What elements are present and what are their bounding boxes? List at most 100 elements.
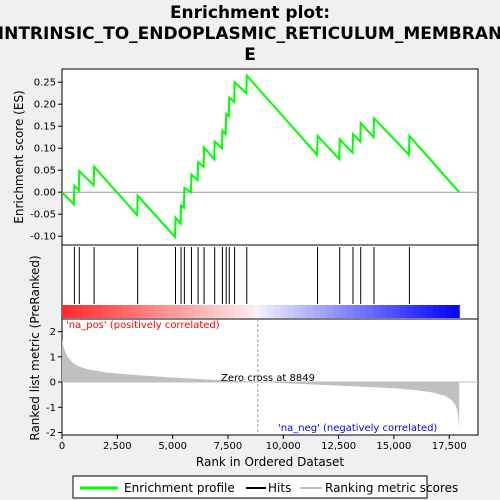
band-segment-15: [161, 305, 169, 318]
band-segment-36: [300, 305, 308, 318]
band-segment-29: [253, 305, 262, 318]
es-tick-label-1: -0.05: [30, 210, 56, 221]
band-segment-24: [220, 305, 229, 318]
x-axis-label: Rank in Ordered Dataset: [196, 455, 344, 469]
chart-title-line-1: Enrichment plot:: [170, 3, 330, 23]
ranking-metric-fill: [62, 340, 460, 429]
band-segment-47: [373, 305, 381, 318]
band-segment-9: [121, 305, 129, 318]
band-segment-32: [273, 305, 282, 318]
es-tick-label-3: 0.05: [34, 166, 56, 177]
legend-enrichment-label: Enrichment profile: [124, 481, 235, 495]
band-segment-44: [353, 305, 361, 318]
band-segment-26: [234, 305, 242, 318]
band-segment-40: [326, 305, 335, 318]
metric-axis-label: Ranked list metric (PreRanked): [28, 255, 42, 440]
chart-title-line-3: E: [244, 45, 256, 65]
band-segment-31: [267, 305, 275, 318]
x-tick-label-2: 5,000: [158, 441, 187, 452]
band-segment-35: [293, 305, 301, 318]
band-segment-59: [452, 305, 460, 318]
metric-tick-label-4: 2: [50, 327, 56, 338]
band-segment-56: [432, 305, 440, 318]
band-segment-30: [260, 305, 268, 318]
chart-title-line-2: INTRINSIC_TO_ENDOPLASMIC_RETICULUM_MEMBR…: [0, 24, 500, 44]
es-tick-label-5: 0.15: [34, 122, 56, 133]
band-segment-52: [406, 305, 414, 318]
x-tick-label-4: 10,000: [266, 441, 301, 452]
x-tick-label-0: 0: [59, 441, 65, 452]
rank-color-band: [62, 305, 460, 318]
enrichment-profile-line: [61, 73, 460, 240]
es-tick-label-2: 0.00: [34, 188, 56, 199]
band-segment-42: [340, 305, 348, 318]
band-segment-45: [359, 305, 368, 318]
es-tick-label-7: 0.25: [34, 78, 56, 89]
band-segment-46: [366, 305, 374, 318]
band-segment-16: [167, 305, 176, 318]
es-axis-label: Enrichment score (ES): [12, 90, 26, 223]
band-segment-53: [412, 305, 421, 318]
band-segment-2: [75, 305, 83, 318]
band-segment-18: [181, 305, 189, 318]
es-tick-label-4: 0.10: [34, 144, 56, 155]
es-tick-label-6: 0.20: [34, 100, 56, 111]
hit-markers: [73, 247, 410, 304]
band-segment-0: [62, 305, 70, 318]
metric-tick-label-1: -1: [46, 403, 56, 414]
band-segment-20: [194, 305, 202, 318]
band-segment-22: [207, 305, 215, 318]
neg-correlated-label: 'na_neg' (negatively correlated): [278, 423, 437, 434]
band-segment-19: [187, 305, 195, 318]
band-segment-25: [227, 305, 235, 318]
band-segment-58: [445, 305, 454, 318]
band-segment-23: [214, 305, 222, 318]
band-segment-10: [128, 305, 136, 318]
x-tick-label-6: 15,000: [376, 441, 411, 452]
metric-tick-label-2: 0: [50, 378, 56, 389]
legend-metric-label: Ranking metric scores: [325, 481, 458, 495]
metric-tick-label-0: -2: [46, 428, 56, 439]
band-segment-13: [148, 305, 156, 318]
metric-tick-label-3: 1: [50, 352, 56, 363]
band-segment-17: [174, 305, 182, 318]
pos-correlated-label: 'na_pos' (positively correlated): [66, 320, 220, 331]
band-segment-50: [392, 305, 401, 318]
band-segment-4: [88, 305, 96, 318]
legend-hits-label: Hits: [268, 481, 291, 495]
axes-ticks: -0.10 -0.05 0.00 0.05 0.10 0.15 0.20 0.25 -2 -1 0 1…: [30, 78, 467, 452]
es-panel: [61, 68, 479, 246]
band-segment-28: [247, 305, 255, 318]
band-segment-7: [108, 305, 116, 318]
band-segment-43: [346, 305, 354, 318]
band-segment-11: [134, 305, 143, 318]
band-segment-14: [154, 305, 162, 318]
band-segment-55: [426, 305, 434, 318]
band-segment-1: [68, 305, 76, 318]
band-segment-12: [141, 305, 149, 318]
x-tick-label-3: 7,500: [214, 441, 243, 452]
band-segment-48: [379, 305, 387, 318]
x-tick-label-1: 2,500: [103, 441, 132, 452]
x-tick-label-5: 12,500: [321, 441, 356, 452]
ranking-metric-area: [62, 319, 478, 435]
band-segment-39: [320, 305, 328, 318]
band-segment-38: [313, 305, 321, 318]
band-segment-54: [419, 305, 427, 318]
band-segment-51: [399, 305, 407, 318]
band-segment-37: [306, 305, 315, 318]
band-segment-5: [95, 305, 103, 318]
es-tick-label-0: -0.10: [30, 232, 56, 243]
band-segment-41: [333, 305, 341, 318]
enrichment-profile: [61, 73, 460, 240]
band-segment-27: [240, 305, 248, 318]
band-segment-8: [114, 305, 123, 318]
band-segment-57: [439, 305, 447, 318]
band-segment-33: [280, 305, 288, 318]
band-segment-34: [287, 305, 295, 318]
x-tick-label-7: 17,500: [432, 441, 467, 452]
band-segment-3: [81, 305, 90, 318]
band-segment-49: [386, 305, 394, 318]
zero-cross-label: Zero cross at 8849: [221, 373, 315, 384]
